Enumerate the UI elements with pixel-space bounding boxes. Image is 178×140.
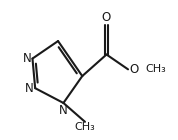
Text: N: N bbox=[25, 82, 34, 95]
Text: N: N bbox=[22, 52, 31, 65]
Text: CH₃: CH₃ bbox=[146, 64, 166, 74]
Text: O: O bbox=[102, 11, 111, 24]
Text: O: O bbox=[129, 63, 139, 76]
Text: N: N bbox=[59, 104, 68, 117]
Text: CH₃: CH₃ bbox=[75, 122, 95, 132]
